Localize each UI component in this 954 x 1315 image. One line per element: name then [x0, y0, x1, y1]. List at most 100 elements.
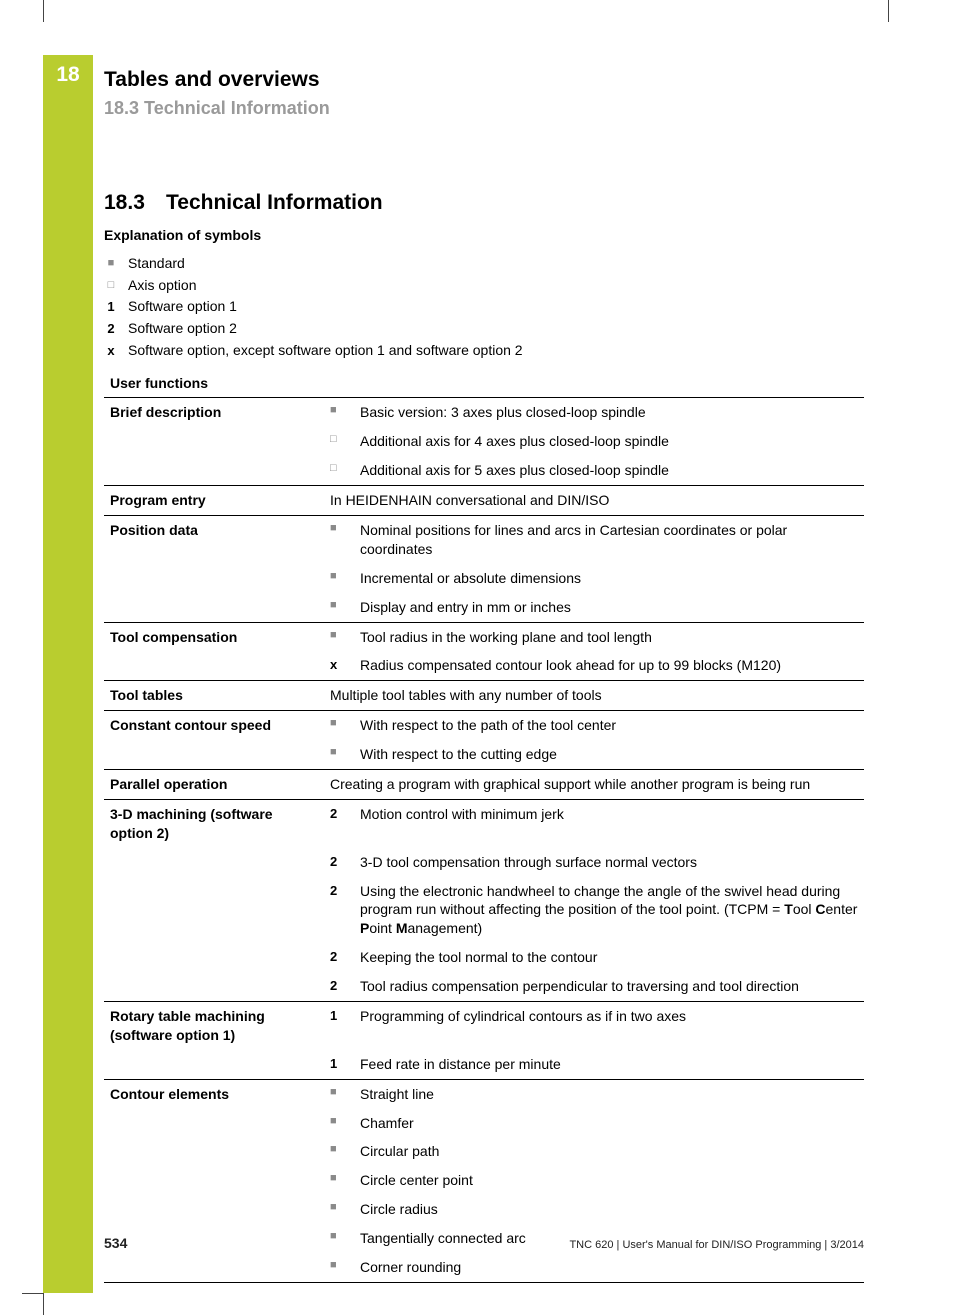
section-heading: 18.3Technical Information	[104, 191, 864, 215]
table-row: ■Incremental or absolute dimensions	[104, 564, 864, 593]
symbol-text: Software option, except software option …	[128, 340, 523, 362]
row-mark: 2	[324, 972, 354, 1001]
page-content: Tables and overviews 18.3 Technical Info…	[104, 68, 864, 1255]
symbol-mark: 1	[104, 297, 118, 317]
row-description: With respect to the cutting edge	[354, 740, 864, 769]
chapter-title: Tables and overviews	[104, 68, 864, 92]
row-label	[104, 1050, 324, 1079]
row-mark: ■	[324, 1195, 354, 1224]
table-row: Parallel operationCreating a program wit…	[104, 770, 864, 800]
symbol-text: Standard	[128, 253, 185, 275]
row-label	[104, 1166, 324, 1195]
table-row: □Additional axis for 5 axes plus closed-…	[104, 456, 864, 485]
table-row: Position data■Nominal positions for line…	[104, 516, 864, 564]
row-label: Tool compensation	[104, 622, 324, 651]
table-row: ■Circular path	[104, 1137, 864, 1166]
row-description: Programming of cylindrical contours as i…	[354, 1002, 864, 1050]
row-label	[104, 1109, 324, 1138]
row-label	[104, 1253, 324, 1282]
chapter-number-tab: 18	[43, 55, 93, 95]
crop-mark	[43, 0, 44, 22]
left-accent-bar	[43, 95, 93, 1293]
row-mark: □	[324, 427, 354, 456]
row-mark: ■	[324, 740, 354, 769]
table-row: ■Corner rounding	[104, 1253, 864, 1282]
table-row: 2Keeping the tool normal to the contour	[104, 943, 864, 972]
table-row: 1Feed rate in distance per minute	[104, 1050, 864, 1079]
row-description: Tool radius in the working plane and too…	[354, 622, 864, 651]
row-label: Constant contour speed	[104, 711, 324, 740]
row-mark: x	[324, 651, 354, 680]
footer-text: TNC 620 | User's Manual for DIN/ISO Prog…	[569, 1239, 864, 1251]
symbol-legend-item: x Software option, except software option…	[104, 340, 864, 362]
table-row: Contour elements■Straight line	[104, 1079, 864, 1108]
table-row: ■Display and entry in mm or inches	[104, 593, 864, 622]
symbol-text: Software option 2	[128, 318, 237, 340]
symbol-legend-list: ■ Standard □ Axis option1Software option 12…	[104, 253, 864, 361]
symbol-legend-item: ■ Standard	[104, 253, 864, 275]
symbol-legend-item: □ Axis option	[104, 275, 864, 297]
table-row: ■Chamfer	[104, 1109, 864, 1138]
row-label	[104, 1137, 324, 1166]
row-description: Display and entry in mm or inches	[354, 593, 864, 622]
page-footer: 534 TNC 620 | User's Manual for DIN/ISO …	[104, 1235, 864, 1251]
row-description: Circle center point	[354, 1166, 864, 1195]
page-number: 534	[104, 1235, 127, 1251]
row-description: In HEIDENHAIN conversational and DIN/ISO	[324, 486, 864, 516]
row-description: Circle radius	[354, 1195, 864, 1224]
row-mark: ■	[324, 1253, 354, 1282]
crop-mark	[43, 1293, 44, 1315]
row-mark: 2	[324, 848, 354, 877]
row-label	[104, 848, 324, 877]
row-label	[104, 456, 324, 485]
row-label: Program entry	[104, 486, 324, 516]
table-row: Tool compensation■Tool radius in the wor…	[104, 622, 864, 651]
row-description: Feed rate in distance per minute	[354, 1050, 864, 1079]
section-number: 18.3	[104, 191, 166, 215]
row-mark: ■	[324, 1079, 354, 1108]
row-mark: 2	[324, 799, 354, 847]
row-description: Chamfer	[354, 1109, 864, 1138]
row-mark: 1	[324, 1002, 354, 1050]
row-label	[104, 564, 324, 593]
row-label: Tool tables	[104, 681, 324, 711]
symbol-text: Axis option	[128, 275, 196, 297]
row-description: Radius compensated contour look ahead fo…	[354, 651, 864, 680]
row-label	[104, 651, 324, 680]
row-description: Circular path	[354, 1137, 864, 1166]
table-row: □Additional axis for 4 axes plus closed-…	[104, 427, 864, 456]
row-mark: ■	[324, 516, 354, 564]
row-label: Contour elements	[104, 1079, 324, 1108]
row-description: With respect to the path of the tool cen…	[354, 711, 864, 740]
row-label: 3-D machining (software option 2)	[104, 799, 324, 847]
symbol-mark: x	[104, 341, 118, 361]
row-label	[104, 877, 324, 944]
row-label	[104, 943, 324, 972]
row-mark: ■	[324, 1166, 354, 1195]
row-mark: □	[324, 456, 354, 485]
row-label: Brief description	[104, 398, 324, 427]
row-mark: ■	[324, 564, 354, 593]
row-label	[104, 972, 324, 1001]
row-description: Additional axis for 4 axes plus closed-l…	[354, 427, 864, 456]
symbol-legend-item: 1Software option 1	[104, 296, 864, 318]
table-row: ■Circle center point	[104, 1166, 864, 1195]
row-mark: 1	[324, 1050, 354, 1079]
symbol-mark: ■	[104, 255, 118, 272]
symbol-legend-item: 2Software option 2	[104, 318, 864, 340]
row-description: Straight line	[354, 1079, 864, 1108]
explanation-heading: Explanation of symbols	[104, 227, 864, 243]
row-description: 3-D tool compensation through surface no…	[354, 848, 864, 877]
row-description: Tool radius compensation perpendicular t…	[354, 972, 864, 1001]
symbol-mark: □	[104, 277, 118, 294]
row-description: Using the electronic handwheel to change…	[354, 877, 864, 944]
table-title: User functions	[104, 375, 864, 397]
crop-mark	[888, 0, 889, 22]
row-mark: ■	[324, 1137, 354, 1166]
row-label	[104, 427, 324, 456]
section-header-grey: 18.3 Technical Information	[104, 98, 864, 119]
table-row: Program entryIn HEIDENHAIN conversationa…	[104, 486, 864, 516]
table-row: Tool tablesMultiple tool tables with any…	[104, 681, 864, 711]
row-description: Additional axis for 5 axes plus closed-l…	[354, 456, 864, 485]
table-row: Constant contour speed■With respect to t…	[104, 711, 864, 740]
